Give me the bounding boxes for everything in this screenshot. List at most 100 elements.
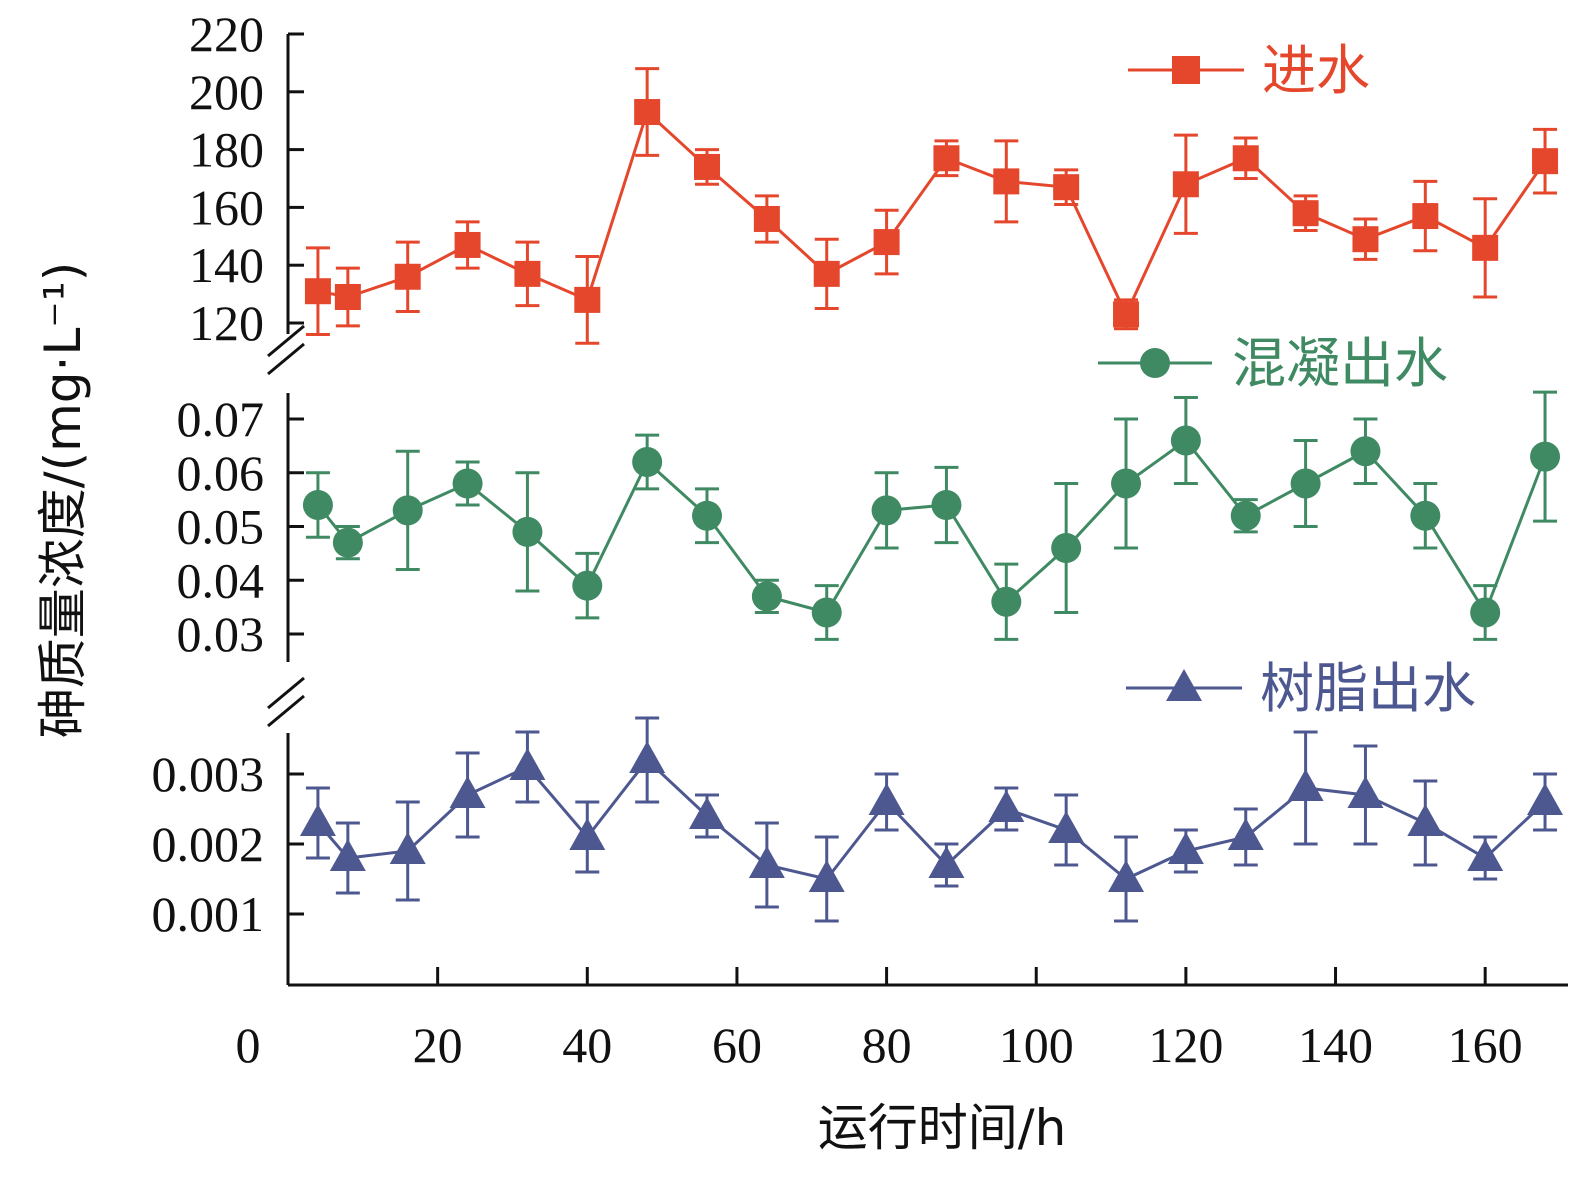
data-point-triangle <box>1467 839 1504 871</box>
series-square <box>304 67 1559 345</box>
y-tick-label: 160 <box>189 179 264 235</box>
x-tick-label: 0 <box>236 1017 261 1073</box>
legend-marker-triangle <box>1166 669 1202 701</box>
data-point-square <box>694 153 721 180</box>
axis-break-mark <box>267 324 305 358</box>
data-point-square <box>1113 301 1140 328</box>
y-tick-label: 0.04 <box>177 552 265 608</box>
data-point-square <box>813 260 840 287</box>
data-point-square <box>1352 226 1379 253</box>
data-point-circle <box>811 597 842 628</box>
data-point-circle <box>1410 500 1441 531</box>
legend-label: 混凝出水 <box>1232 332 1448 395</box>
data-point-circle <box>332 527 363 558</box>
y-tick-label: 220 <box>189 6 264 62</box>
data-point-square <box>753 205 780 232</box>
y-tick-label: 0.06 <box>177 445 265 501</box>
data-point-triangle <box>1527 783 1564 815</box>
series-line <box>317 109 1547 318</box>
y-tick-label: 0.002 <box>152 816 265 872</box>
data-point-triangle <box>1407 804 1444 836</box>
series-layer <box>299 67 1564 923</box>
data-point-circle <box>1051 533 1082 563</box>
data-point-square <box>574 286 601 313</box>
y-tick-label: 140 <box>189 237 264 293</box>
data-point-circle <box>1350 436 1381 467</box>
data-point-circle <box>991 586 1022 617</box>
series-line <box>316 438 1547 616</box>
x-tick-label: 60 <box>712 1017 762 1073</box>
legend-entry: 树脂出水 <box>1126 657 1476 720</box>
data-point-square <box>514 260 541 287</box>
data-point-circle <box>871 495 902 526</box>
data-point-square <box>1472 234 1499 261</box>
data-point-square <box>304 278 331 305</box>
data-point-square <box>394 263 421 290</box>
data-point-triangle <box>329 839 366 871</box>
legend-marker-square <box>1172 56 1200 84</box>
data-point-triangle <box>509 748 546 780</box>
x-tick-label: 160 <box>1448 1017 1523 1073</box>
y-tick-label: 0.07 <box>177 391 265 447</box>
data-point-triangle <box>808 860 845 892</box>
y-tick-label: 0.003 <box>152 746 265 802</box>
data-point-square <box>1532 148 1559 175</box>
data-point-square <box>993 168 1020 195</box>
axis-break-mark <box>267 676 305 710</box>
x-tick-label: 20 <box>413 1017 463 1073</box>
data-point-triangle <box>1347 776 1384 808</box>
legend-entry: 混凝出水 <box>1098 332 1448 395</box>
series-triangle <box>299 716 1564 923</box>
data-point-triangle <box>389 832 426 864</box>
data-point-circle <box>632 447 663 477</box>
data-point-circle <box>512 516 543 547</box>
data-point-square <box>1053 174 1080 201</box>
y-axis-title: 砷质量浓度/(mg·L⁻¹) <box>34 262 92 739</box>
legend-label: 进水 <box>1262 39 1370 102</box>
y-tick-label: 120 <box>189 295 264 351</box>
data-point-circle <box>1530 441 1561 472</box>
axis-break-mark <box>267 694 305 728</box>
data-point-square <box>334 283 361 310</box>
data-point-square <box>454 231 481 258</box>
data-point-triangle <box>1287 769 1324 801</box>
data-point-circle <box>1111 468 1142 499</box>
data-point-circle <box>1290 468 1321 499</box>
data-point-triangle <box>689 797 726 829</box>
data-point-circle <box>572 570 603 601</box>
data-point-circle <box>392 495 423 526</box>
y-tick-label: 0.05 <box>177 499 265 555</box>
legend-marker-circle <box>1140 348 1170 378</box>
data-point-circle <box>692 500 723 531</box>
x-tick-label: 140 <box>1298 1017 1373 1073</box>
y-tick-label: 0.001 <box>152 886 265 942</box>
data-point-triangle <box>569 818 606 850</box>
x-tick-label: 100 <box>999 1017 1074 1073</box>
series-line <box>316 757 1547 881</box>
data-point-circle <box>751 581 782 612</box>
data-point-triangle <box>868 783 905 815</box>
data-point-circle <box>1170 425 1201 456</box>
y-tick-label: 0.03 <box>177 606 265 662</box>
data-point-circle <box>452 468 483 499</box>
data-point-triangle <box>449 776 486 808</box>
data-point-square <box>933 145 960 172</box>
data-point-square <box>1232 145 1259 172</box>
x-tick-label: 40 <box>562 1017 612 1073</box>
data-point-triangle <box>1167 832 1204 864</box>
data-point-square <box>1172 171 1199 198</box>
data-point-square <box>1412 203 1439 230</box>
data-point-circle <box>302 490 333 520</box>
legend-entry: 进水 <box>1128 39 1370 102</box>
data-point-triangle <box>1108 860 1145 892</box>
data-point-circle <box>931 490 962 520</box>
data-point-triangle <box>928 846 965 878</box>
data-point-triangle <box>748 846 785 878</box>
data-point-triangle <box>1227 818 1264 850</box>
y-tick-label: 200 <box>189 64 264 120</box>
axis-break-mark <box>267 342 305 376</box>
legend-label: 树脂出水 <box>1260 657 1476 720</box>
